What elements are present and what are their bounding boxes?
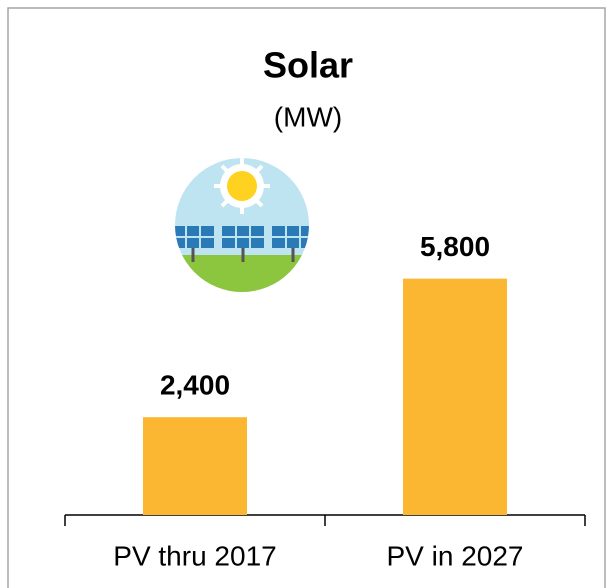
x-tick-label: PV in 2027: [387, 540, 524, 571]
value-label: 2,400: [160, 370, 230, 401]
chart-title: Solar: [263, 45, 353, 86]
bar: [403, 278, 507, 515]
solar-icon: [175, 158, 309, 292]
x-tick-label: PV thru 2017: [113, 540, 276, 571]
bar: [143, 417, 247, 515]
value-label: 5,800: [420, 231, 490, 262]
panel-frame: [7, 7, 606, 588]
chart-subtitle: (MW): [274, 101, 342, 132]
